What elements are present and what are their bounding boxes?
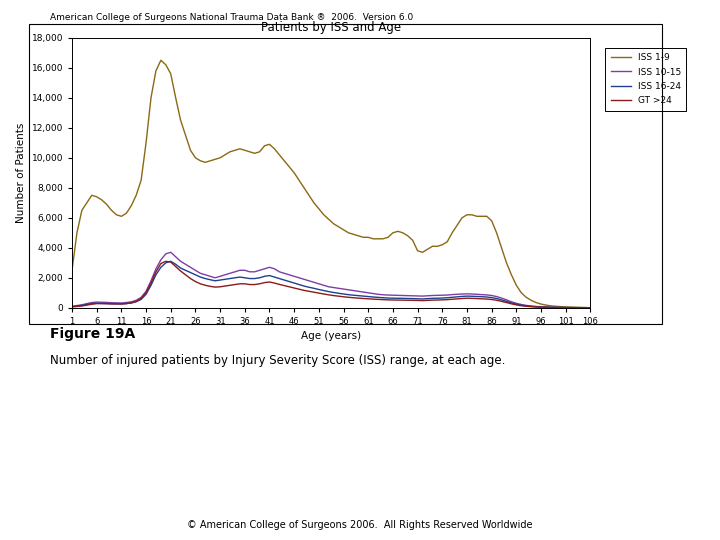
Text: Number of injured patients by Injury Severity Score (ISS) range, at each age.: Number of injured patients by Injury Sev…: [50, 354, 505, 367]
X-axis label: Age (years): Age (years): [301, 332, 361, 341]
GT >24: [68, 303, 76, 310]
Y-axis label: Number of Patients: Number of Patients: [16, 123, 26, 223]
GT >24: [379, 296, 387, 303]
ISS 10-15: [522, 302, 531, 309]
ISS 1-9: [379, 235, 387, 242]
Legend: ISS 1-9, ISS 10-15, ISS 16-24, GT >24: ISS 1-9, ISS 10-15, ISS 16-24, GT >24: [606, 48, 686, 111]
ISS 16-24: [586, 305, 595, 311]
GT >24: [408, 297, 417, 303]
Title: Patients by ISS and Age: Patients by ISS and Age: [261, 21, 401, 34]
ISS 10-15: [428, 292, 437, 299]
ISS 1-9: [428, 243, 437, 249]
ISS 1-9: [83, 200, 91, 206]
ISS 1-9: [374, 235, 382, 242]
ISS 10-15: [408, 293, 417, 299]
ISS 16-24: [408, 295, 417, 302]
Text: © American College of Surgeons 2006.  All Rights Reserved Worldwide: © American College of Surgeons 2006. All…: [187, 520, 533, 530]
ISS 16-24: [374, 294, 382, 301]
GT >24: [374, 296, 382, 302]
ISS 1-9: [156, 57, 165, 64]
ISS 1-9: [408, 237, 417, 244]
ISS 1-9: [68, 267, 76, 274]
ISS 10-15: [379, 292, 387, 298]
GT >24: [586, 305, 595, 311]
ISS 16-24: [83, 301, 91, 308]
Line: ISS 16-24: ISS 16-24: [72, 261, 590, 308]
Line: ISS 10-15: ISS 10-15: [72, 252, 590, 308]
ISS 10-15: [68, 303, 76, 309]
GT >24: [522, 303, 531, 309]
GT >24: [428, 297, 437, 303]
Line: GT >24: GT >24: [72, 261, 590, 308]
ISS 10-15: [83, 300, 91, 307]
ISS 10-15: [166, 249, 175, 255]
ISS 16-24: [166, 258, 175, 265]
ISS 16-24: [428, 295, 437, 301]
ISS 10-15: [374, 291, 382, 298]
ISS 10-15: [586, 305, 595, 311]
ISS 16-24: [522, 302, 531, 309]
ISS 16-24: [379, 294, 387, 301]
Line: ISS 1-9: ISS 1-9: [72, 60, 590, 308]
ISS 16-24: [68, 303, 76, 310]
GT >24: [83, 302, 91, 308]
GT >24: [161, 258, 170, 265]
Text: American College of Surgeons National Trauma Data Bank ®  2006.  Version 6.0: American College of Surgeons National Tr…: [50, 14, 414, 23]
ISS 1-9: [586, 305, 595, 311]
ISS 1-9: [522, 294, 531, 301]
Text: Figure 19A: Figure 19A: [50, 327, 135, 341]
